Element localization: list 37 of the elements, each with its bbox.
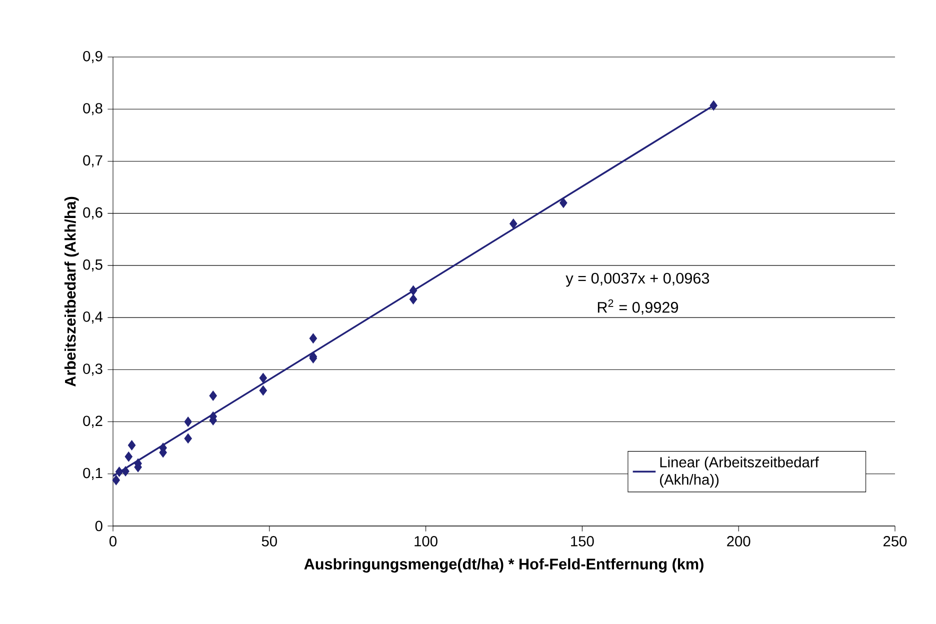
point <box>112 475 120 486</box>
point <box>124 452 133 462</box>
point <box>184 416 192 427</box>
y-tick-label: 0,5 <box>83 259 102 272</box>
x-tick-label: 0 <box>109 536 116 546</box>
point <box>259 385 268 396</box>
y-axis-title: Arbeitszeitbedarf (Akh/ha) <box>64 196 79 387</box>
point <box>409 285 418 296</box>
y-tick-label: 0,1 <box>83 468 102 480</box>
y-tick-label: 0,3 <box>83 364 102 376</box>
x-tick-label: 200 <box>727 536 750 546</box>
annotation: y = 0,0037x + 0,0963 <box>566 272 710 287</box>
point <box>510 218 518 229</box>
point <box>259 372 268 384</box>
y-tick-label: 0,8 <box>83 103 102 116</box>
y-tick-label: 0,6 <box>83 207 102 220</box>
x-tick-label: 250 <box>883 536 907 546</box>
annotation: R$^{2}$ = 0,9929 <box>598 299 678 315</box>
y-tick-label: 0,2 <box>83 416 102 428</box>
point <box>710 100 718 111</box>
point <box>184 433 192 444</box>
x-axis-title: Ausbringungsmenge(dt/ha) * Hof-Feld-Entfernung (km) <box>304 558 704 573</box>
point <box>122 466 130 476</box>
point <box>309 333 318 344</box>
y-tick-label: 0 <box>95 520 102 532</box>
x-tick-label: 150 <box>571 536 594 546</box>
y-tick-label: 0,9 <box>83 50 102 64</box>
point <box>115 466 124 477</box>
x-tick-label: 100 <box>414 536 438 546</box>
point <box>560 198 568 208</box>
y-tick-label: 0,4 <box>83 312 103 324</box>
x-tick-label: 50 <box>262 536 277 546</box>
point <box>409 294 418 304</box>
legend-label: Linear (Arbeitszeitbedarf (Akh/ha)) <box>660 456 819 488</box>
point <box>209 390 217 401</box>
point <box>128 440 136 450</box>
y-tick-label: 0,7 <box>83 155 102 168</box>
